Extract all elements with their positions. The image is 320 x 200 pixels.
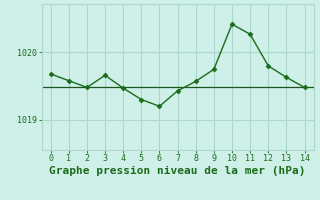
- X-axis label: Graphe pression niveau de la mer (hPa): Graphe pression niveau de la mer (hPa): [49, 166, 306, 176]
